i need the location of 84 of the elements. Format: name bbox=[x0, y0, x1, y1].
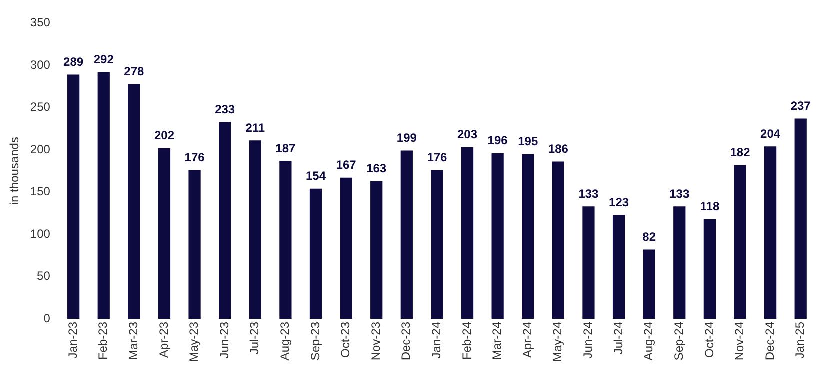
data-label: 176 bbox=[427, 150, 448, 165]
x-tick-label: Mar-23 bbox=[126, 322, 140, 360]
data-label: 199 bbox=[396, 131, 418, 146]
data-label: 186 bbox=[548, 142, 569, 156]
data-label: 211 bbox=[246, 120, 266, 135]
x-tick-label: Aug-23 bbox=[278, 322, 292, 361]
x-tick-label: Jan-25 bbox=[793, 322, 808, 359]
data-label: 182 bbox=[730, 145, 751, 160]
bar bbox=[98, 72, 110, 319]
data-label: 289 bbox=[64, 55, 84, 70]
bar bbox=[704, 219, 716, 319]
y-tick-label: 50 bbox=[37, 269, 51, 284]
x-tick-label: Nov-23 bbox=[368, 322, 383, 361]
data-label: 118 bbox=[700, 200, 720, 214]
bar bbox=[370, 181, 383, 319]
x-tick-label: Jun-24 bbox=[581, 322, 596, 359]
bar bbox=[794, 118, 807, 319]
y-axis-title: in thousands bbox=[8, 137, 22, 206]
x-tick-label: Jul-24 bbox=[611, 322, 626, 355]
data-label: 292 bbox=[94, 52, 114, 67]
x-tick-label: Oct-23 bbox=[338, 322, 353, 358]
x-tick-label: Jul-23 bbox=[248, 322, 262, 355]
bar bbox=[68, 74, 80, 319]
bar bbox=[612, 215, 626, 319]
bar bbox=[188, 170, 201, 319]
x-tick-label: Jan-23 bbox=[66, 322, 80, 359]
y-tick-label: 350 bbox=[30, 16, 51, 30]
bar bbox=[219, 122, 232, 319]
bar bbox=[582, 206, 595, 319]
data-label: 82 bbox=[642, 230, 656, 244]
data-label: 154 bbox=[306, 169, 326, 184]
bar bbox=[128, 84, 140, 319]
bar bbox=[674, 206, 686, 319]
data-label: 202 bbox=[154, 128, 175, 143]
data-label: 123 bbox=[609, 195, 630, 210]
data-label: 167 bbox=[336, 158, 357, 172]
bar bbox=[431, 170, 444, 319]
x-tick-label: Nov-24 bbox=[732, 322, 747, 361]
x-tick-label: Aug-24 bbox=[642, 322, 656, 361]
data-label: 196 bbox=[488, 134, 508, 148]
data-label: 278 bbox=[124, 64, 145, 78]
bar bbox=[158, 148, 171, 319]
bar bbox=[461, 147, 474, 319]
x-tick-label: Mar-24 bbox=[490, 322, 504, 360]
x-tick-label: Oct-24 bbox=[702, 322, 716, 358]
bar bbox=[552, 162, 564, 319]
x-tick-label: May-24 bbox=[550, 322, 565, 362]
data-label: 237 bbox=[790, 99, 812, 114]
data-label: 133 bbox=[578, 186, 600, 201]
x-tick-label: Sep-23 bbox=[308, 322, 322, 361]
x-tick-label: Dec-23 bbox=[399, 322, 414, 361]
bar bbox=[400, 150, 413, 319]
y-tick-label: 300 bbox=[30, 58, 51, 72]
y-tick-label: 150 bbox=[30, 184, 51, 199]
data-label: 176 bbox=[184, 150, 206, 165]
data-label: 204 bbox=[760, 126, 781, 141]
x-tick-label: Dec-24 bbox=[762, 322, 777, 361]
x-tick-label: Sep-24 bbox=[672, 322, 686, 361]
y-tick-label: 100 bbox=[30, 226, 51, 241]
x-tick-label: Apr-24 bbox=[520, 322, 534, 358]
bar bbox=[492, 153, 504, 319]
bar bbox=[522, 154, 534, 319]
bar bbox=[734, 165, 746, 319]
y-tick-label: 0 bbox=[44, 311, 51, 326]
bar bbox=[310, 188, 322, 319]
x-tick-label: May-23 bbox=[187, 322, 202, 362]
bar bbox=[643, 250, 656, 319]
data-label: 203 bbox=[458, 128, 478, 142]
data-label: 163 bbox=[366, 162, 387, 176]
data-label: 187 bbox=[276, 141, 296, 156]
x-tick-label: Feb-24 bbox=[460, 322, 474, 360]
x-tick-label: Jan-24 bbox=[430, 322, 444, 359]
data-label: 133 bbox=[670, 186, 690, 201]
bar bbox=[280, 160, 292, 319]
x-tick-label: Apr-23 bbox=[156, 322, 171, 358]
x-tick-label: Jun-23 bbox=[217, 322, 232, 359]
bar bbox=[249, 140, 262, 319]
y-tick-label: 200 bbox=[30, 142, 51, 156]
x-tick-label: Feb-23 bbox=[96, 322, 110, 360]
bar bbox=[764, 146, 777, 319]
data-label: 195 bbox=[518, 134, 538, 149]
data-label: 233 bbox=[215, 102, 236, 116]
y-tick-label: 250 bbox=[30, 100, 51, 114]
bar bbox=[340, 178, 352, 319]
